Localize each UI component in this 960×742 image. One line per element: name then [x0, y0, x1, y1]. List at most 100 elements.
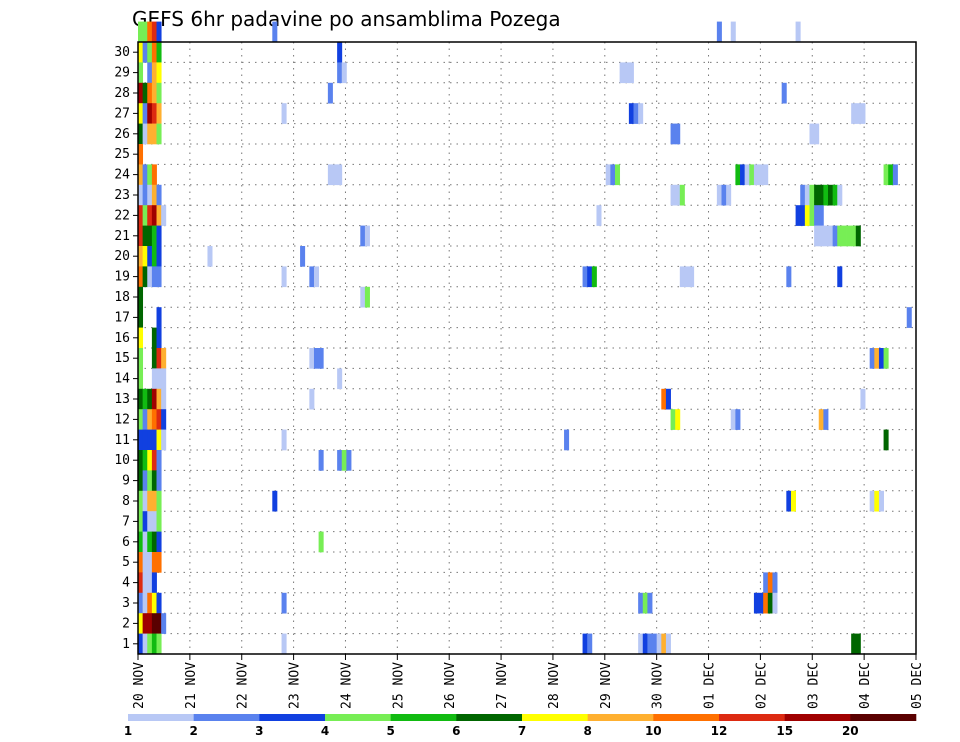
heatmap-cell [156, 123, 162, 145]
heatmap-cell [814, 225, 820, 247]
heatmap-cell [337, 368, 343, 390]
heatmap-cell [142, 511, 148, 532]
heatmap-cell [156, 225, 162, 247]
colorbar-swatch [128, 714, 194, 721]
heatmap-cell [147, 409, 153, 430]
heatmap-cell [138, 613, 144, 634]
x-tick-label: 29 NOV [599, 662, 614, 709]
y-tick-label: 10 [114, 453, 130, 468]
heatmap-cell [670, 123, 676, 145]
colorbar-swatch [719, 714, 785, 721]
heatmap-cell [151, 246, 157, 267]
heatmap-cell [156, 490, 162, 512]
heatmap-cell [151, 103, 157, 124]
heatmap-cell [161, 205, 167, 226]
heatmap-cell [591, 266, 597, 288]
x-tick-label: 04 DEC [858, 662, 873, 709]
heatmap-cell [142, 613, 148, 634]
heatmap-cell [147, 572, 153, 594]
heatmap-cell [341, 62, 347, 84]
heatmap-cell [281, 103, 287, 124]
heatmap-cell [138, 388, 144, 410]
heatmap-cell [142, 225, 148, 247]
heatmap-cell [138, 470, 144, 492]
heatmap-cell [647, 633, 653, 655]
heatmap-cell [327, 82, 333, 104]
grid-lines [138, 42, 916, 654]
heatmap-cell [142, 123, 148, 145]
heatmap-cell [147, 552, 153, 573]
heatmap-cell [823, 225, 829, 247]
colorbar-legend: 1 2 3 4 5 6 7 8 10 12 15 20 [124, 714, 917, 738]
heatmap-cell [730, 409, 736, 430]
heatmap-cell [142, 409, 148, 430]
heatmap-cell [679, 266, 685, 288]
y-tick-label: 4 [122, 576, 130, 591]
heatmap-cell [679, 184, 685, 206]
heatmap-cell [147, 613, 153, 634]
heatmap-cell [281, 266, 287, 288]
heatmap-cell [851, 633, 857, 655]
heatmap-cell [878, 348, 884, 369]
heatmap-cell [318, 450, 324, 471]
heatmap-cell [841, 225, 847, 247]
heatmap-cell [147, 511, 153, 532]
heatmap-cell [837, 225, 843, 247]
y-tick-label: 20 [114, 249, 130, 264]
heatmap-cell [860, 103, 866, 124]
heatmap-cell [138, 450, 144, 471]
colorbar-label: 8 [584, 724, 592, 738]
heatmap-cell [147, 164, 153, 186]
heatmap-cell [151, 62, 157, 84]
heatmap-cell [823, 184, 829, 206]
heatmap-cell [151, 225, 157, 247]
heatmap-cell [670, 184, 676, 206]
colorbar-label: 3 [255, 724, 263, 738]
heatmap-cell [828, 225, 834, 247]
heatmap-cell [147, 123, 153, 145]
heatmap-cell [156, 82, 162, 104]
heatmap-cell [156, 368, 162, 390]
y-tick-label: 21 [114, 229, 130, 244]
heatmap-cell [624, 62, 630, 84]
heatmap-cell [147, 531, 153, 553]
heatmap-cell [138, 246, 144, 267]
heatmap-cell [642, 633, 648, 655]
y-tick-label: 14 [114, 372, 130, 387]
heatmap-cell [818, 205, 824, 226]
heatmap-cell [851, 225, 857, 247]
heatmap-cell [726, 184, 732, 206]
heatmap-cell [151, 409, 157, 430]
heatmap-cell [147, 470, 153, 492]
heatmap-cell [147, 205, 153, 226]
heatmap-cell [142, 470, 148, 492]
y-tick-label: 17 [114, 310, 130, 325]
heatmap-cell [156, 184, 162, 206]
heatmap-cell [142, 490, 148, 512]
x-tick-label: 03 DEC [806, 662, 821, 709]
heatmap-cell [767, 572, 773, 594]
heatmap-cell [156, 409, 162, 430]
heatmap-cell [161, 348, 167, 369]
heatmap-cell [855, 103, 861, 124]
heatmap-cell [142, 42, 148, 63]
heatmap-cell [823, 409, 829, 430]
y-tick-label: 9 [122, 474, 130, 489]
heatmap-cell [151, 388, 157, 410]
y-tick-label: 24 [114, 168, 130, 183]
heatmap-cell [332, 164, 338, 186]
heatmap-cell [156, 531, 162, 553]
heatmap-cell [156, 266, 162, 288]
heatmap-cell [587, 266, 593, 288]
heatmap-cell [138, 490, 144, 512]
heatmap-cell [138, 552, 144, 573]
heatmap-cell [142, 21, 148, 43]
colorbar-swatch [653, 714, 720, 721]
heatmap-cell [138, 511, 144, 532]
y-tick-label: 18 [114, 290, 130, 305]
heatmap-cell [804, 184, 810, 206]
heatmap-cell [781, 82, 787, 104]
heatmap-cell [138, 531, 144, 553]
heatmap-cell [142, 450, 148, 471]
heatmap-cell [763, 164, 769, 186]
